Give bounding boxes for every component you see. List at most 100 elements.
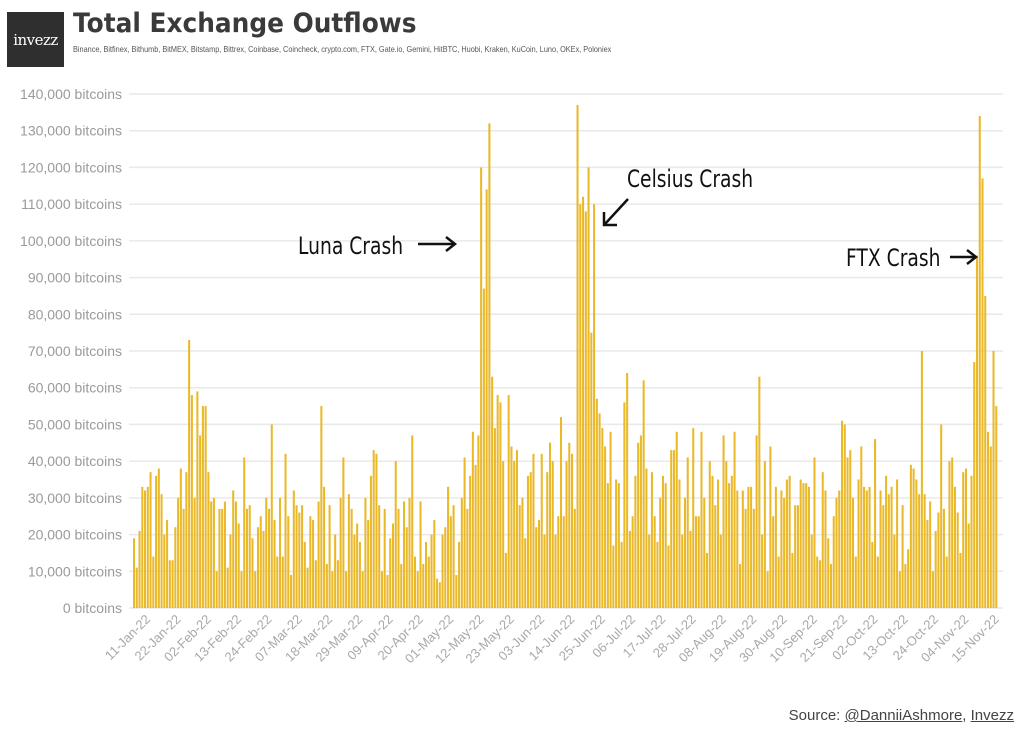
bar xyxy=(846,457,849,608)
bar xyxy=(579,204,582,608)
bar xyxy=(904,563,907,608)
bar xyxy=(413,556,417,608)
bar xyxy=(840,420,844,608)
y-tick-label: 0 bitcoins xyxy=(63,600,122,616)
bar xyxy=(761,534,764,608)
bar xyxy=(513,461,516,608)
bar xyxy=(146,486,149,608)
y-tick-label: 110,000 bitcoins xyxy=(21,196,122,212)
bar xyxy=(334,534,337,608)
bar xyxy=(874,439,877,608)
bar xyxy=(843,424,846,608)
bar xyxy=(375,453,378,608)
bar xyxy=(389,538,392,608)
bar xyxy=(628,530,631,608)
bar xyxy=(650,472,653,608)
bar xyxy=(827,538,830,608)
bar xyxy=(788,475,791,608)
bar xyxy=(295,505,298,608)
bar xyxy=(885,475,888,608)
bar xyxy=(774,486,777,608)
author-link[interactable]: @DanniiAshmore xyxy=(844,707,963,724)
logo-text: invezz xyxy=(13,30,58,49)
bar xyxy=(722,435,725,608)
bar xyxy=(174,527,177,608)
bar xyxy=(893,534,896,608)
arrow-right-icon xyxy=(418,236,458,252)
bar xyxy=(758,376,761,608)
y-tick-label: 40,000 bitcoins xyxy=(28,453,122,469)
y-tick-label: 140,000 bitcoins xyxy=(20,86,122,102)
bar xyxy=(703,497,706,608)
bar xyxy=(312,519,315,608)
bar xyxy=(813,457,816,608)
bar xyxy=(810,534,813,608)
bar xyxy=(144,490,147,608)
bar xyxy=(543,534,546,608)
bar xyxy=(898,571,901,608)
bar xyxy=(689,530,692,608)
bar xyxy=(984,295,987,608)
bar xyxy=(653,516,656,608)
bar xyxy=(763,461,766,608)
bar xyxy=(940,424,943,608)
bar xyxy=(317,501,320,608)
bar xyxy=(452,505,455,608)
bar xyxy=(455,574,458,608)
bar xyxy=(496,395,499,608)
bar xyxy=(284,453,287,608)
bar xyxy=(835,497,838,608)
bar xyxy=(207,472,210,608)
bar xyxy=(400,563,403,608)
bar xyxy=(323,486,326,608)
bar xyxy=(243,457,246,608)
bar xyxy=(805,483,808,608)
y-tick-label: 50,000 bitcoins xyxy=(28,416,122,432)
bar xyxy=(659,497,662,608)
bar xyxy=(471,431,474,608)
bar xyxy=(182,508,185,608)
bar xyxy=(824,490,827,608)
bar xyxy=(474,464,477,608)
bar xyxy=(298,512,301,608)
y-axis-labels: 0 bitcoins 10,000 bitcoins 20,000 bitcoins… xyxy=(20,86,122,616)
bar xyxy=(719,534,722,608)
bar xyxy=(427,556,430,608)
bar xyxy=(328,505,331,608)
bar xyxy=(212,497,215,608)
bar xyxy=(245,508,249,608)
bar xyxy=(562,516,565,608)
bar xyxy=(529,472,532,608)
bar xyxy=(234,501,237,608)
bar xyxy=(995,406,998,608)
bar xyxy=(436,578,439,608)
chart-title: Total Exchange Outflows xyxy=(73,8,417,39)
bar xyxy=(218,508,221,608)
bar xyxy=(829,563,833,608)
y-tick-label: 100,000 bitcoins xyxy=(20,233,122,249)
bar xyxy=(705,552,709,608)
bar xyxy=(799,479,802,608)
bar xyxy=(444,527,447,608)
publisher-link[interactable]: Invezz xyxy=(970,707,1014,724)
bar xyxy=(832,516,835,608)
bar xyxy=(204,406,207,608)
bar xyxy=(138,530,141,608)
annotation-luna-crash: Luna Crash xyxy=(298,233,403,261)
bar xyxy=(942,508,945,608)
bar xyxy=(546,472,549,608)
bar xyxy=(967,523,970,608)
bar xyxy=(518,505,521,608)
bar xyxy=(656,541,659,608)
bar xyxy=(267,508,271,608)
bar xyxy=(356,523,359,608)
bar xyxy=(441,534,444,608)
bar xyxy=(251,538,254,608)
bar xyxy=(678,479,681,608)
bar xyxy=(364,497,367,608)
bar xyxy=(929,501,932,608)
bar xyxy=(807,486,810,608)
bar xyxy=(210,501,213,608)
bar xyxy=(901,505,904,608)
